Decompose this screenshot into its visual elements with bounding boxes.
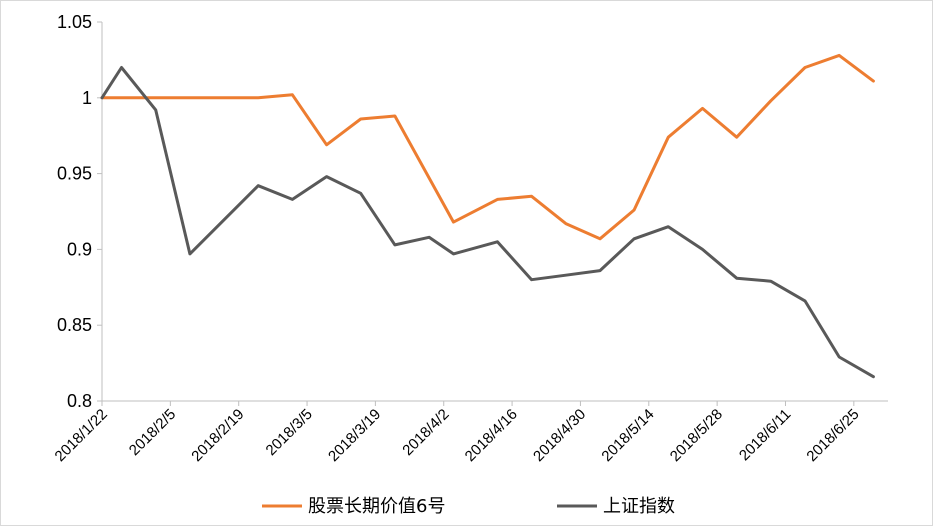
x-tick-label: 2018/6/25 — [803, 406, 862, 465]
y-tick-label: 0.8 — [67, 391, 92, 411]
x-tick-label: 2018/4/2 — [399, 406, 452, 459]
y-tick-label: 0.95 — [57, 164, 92, 184]
x-tick-label: 2018/5/28 — [667, 406, 726, 465]
legend-label-1: 股票长期价值6号 — [308, 496, 445, 517]
y-tick-label: 1 — [82, 88, 92, 108]
x-axis: 2018/1/22 2018/2/5 2018/2/19 2018/3/5 2018/3… — [52, 400, 888, 465]
x-tick-label: 2018/4/16 — [462, 406, 521, 465]
legend-label-2: 上证指数 — [603, 496, 675, 517]
x-tick-label: 2018/2/5 — [126, 406, 179, 459]
plot-area — [100, 53, 875, 379]
y-tick-label: 1.05 — [57, 12, 92, 32]
series-line-2 — [100, 66, 875, 379]
x-tick-label: 2018/1/22 — [52, 406, 111, 465]
y-tick-label: 0.9 — [67, 239, 92, 259]
x-tick-label: 2018/3/5 — [263, 406, 316, 459]
x-tick-label: 2018/2/19 — [188, 406, 247, 465]
x-tick-label: 2018/4/30 — [530, 406, 589, 465]
x-tick-label: 2018/3/19 — [325, 406, 384, 465]
y-tick-label: 0.85 — [57, 315, 92, 335]
series-line-1 — [100, 53, 875, 241]
legend: 股票长期价值6号 上证指数 — [262, 496, 675, 517]
x-tick-label: 2018/6/11 — [736, 406, 794, 464]
y-axis: 1.05 1 0.95 0.9 0.85 0.8 — [57, 12, 103, 411]
x-tick-label: 2018/5/14 — [598, 406, 657, 465]
